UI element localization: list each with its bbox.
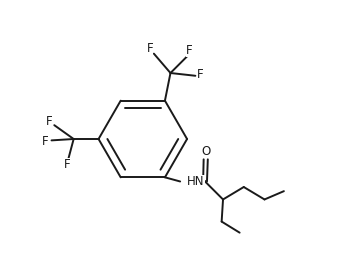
Text: F: F [42,135,49,148]
Text: F: F [63,158,70,171]
Text: F: F [197,68,204,81]
Text: F: F [186,44,193,57]
Text: O: O [202,145,211,158]
Text: HN: HN [187,175,205,188]
Text: F: F [46,115,53,128]
Text: F: F [146,42,153,55]
